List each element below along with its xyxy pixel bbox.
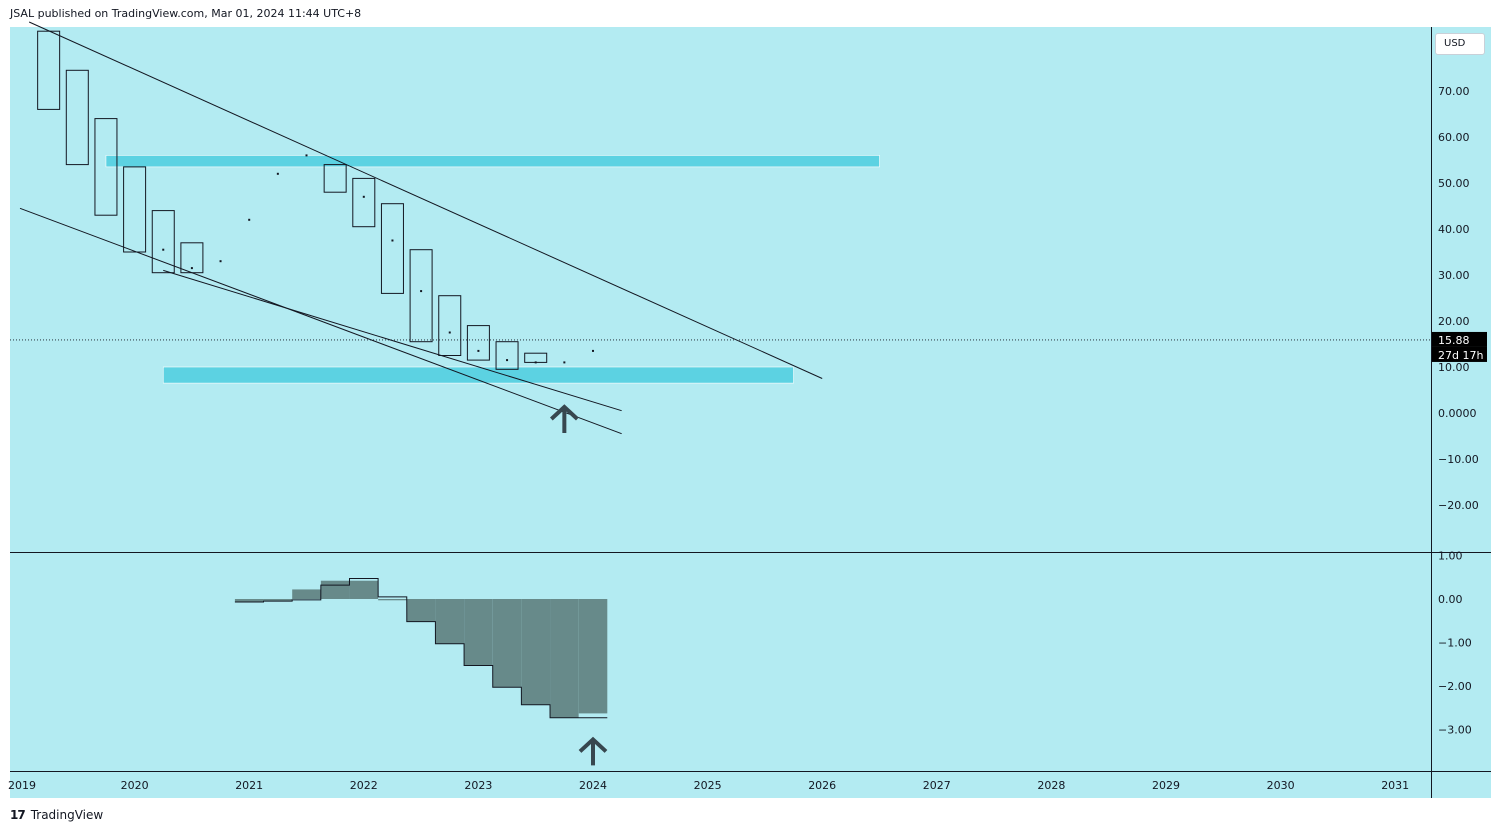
price-tick-label: 20.00 xyxy=(1438,315,1470,328)
time-tick-label: 2019 xyxy=(8,779,36,792)
price-pane-bg xyxy=(10,27,1431,552)
price-dot xyxy=(534,361,537,364)
price-dot xyxy=(391,239,394,242)
oscillator-pane-bg xyxy=(10,553,1431,771)
candle[interactable] xyxy=(123,166,147,253)
osc-tick-label: −1.00 xyxy=(1438,637,1472,650)
axes: 80.0070.0060.0050.0040.0030.0020.0010.00… xyxy=(8,27,1491,798)
time-tick-label: 2023 xyxy=(464,779,492,792)
time-tick-label: 2025 xyxy=(694,779,722,792)
price-dot xyxy=(592,349,594,352)
price-dot xyxy=(477,349,480,352)
price-dot xyxy=(162,248,165,251)
price-dot xyxy=(190,267,193,270)
price-tick-label: −10.00 xyxy=(1438,453,1479,466)
up-arrow-icon xyxy=(549,404,579,433)
trendline[interactable] xyxy=(28,21,823,379)
countdown-label: 27d 17h xyxy=(1438,349,1483,362)
currency-button[interactable]: USD xyxy=(1435,33,1485,55)
candle[interactable] xyxy=(180,242,204,274)
time-tick-label: 2026 xyxy=(808,779,836,792)
time-tick-label: 2031 xyxy=(1381,779,1409,792)
tradingview-branding: 17 TradingView xyxy=(10,808,103,822)
current-price-box xyxy=(1432,331,1487,347)
candle[interactable] xyxy=(352,177,376,228)
candle[interactable] xyxy=(380,203,404,294)
osc-tick-label: −2.00 xyxy=(1438,680,1472,693)
price-tick-label: 30.00 xyxy=(1438,269,1470,282)
price-dot xyxy=(219,260,222,263)
price-tick-label: 10.00 xyxy=(1438,361,1470,374)
publish-info: JSAL published on TradingView.com, Mar 0… xyxy=(10,7,362,20)
support-resistance-zone[interactable] xyxy=(162,366,794,384)
countdown-box xyxy=(1432,346,1487,362)
price-dot xyxy=(276,172,279,175)
histogram-bar[interactable] xyxy=(349,580,379,599)
price-dot xyxy=(362,195,365,198)
time-tick-label: 2021 xyxy=(235,779,263,792)
price-dot xyxy=(248,218,251,221)
tradingview-brand-label: TradingView xyxy=(30,808,104,822)
current-price-label: 15.88 xyxy=(1438,334,1470,347)
price-dot xyxy=(563,361,566,364)
price-dot xyxy=(420,290,423,293)
histogram-bar[interactable] xyxy=(550,599,579,718)
candle[interactable] xyxy=(94,118,118,216)
price-tick-label: 70.00 xyxy=(1438,85,1470,98)
time-tick-label: 2024 xyxy=(579,779,607,792)
histogram-bar[interactable] xyxy=(378,599,407,601)
up-arrow-icon xyxy=(578,736,608,766)
candle[interactable] xyxy=(438,295,462,357)
price-dot xyxy=(305,154,308,157)
candle[interactable] xyxy=(409,249,433,343)
candle[interactable] xyxy=(323,164,347,193)
price-axis-bg xyxy=(1431,27,1491,552)
price-tick-label: 0.0000 xyxy=(1438,407,1477,420)
price-tick-label: 60.00 xyxy=(1438,131,1470,144)
price-dot xyxy=(448,331,451,334)
price-tick-label: 40.00 xyxy=(1438,223,1470,236)
tradingview-logo-icon: 17 xyxy=(10,808,26,822)
osc-tick-label: 0.00 xyxy=(1438,593,1463,606)
candle[interactable] xyxy=(495,341,519,370)
time-tick-label: 2028 xyxy=(1037,779,1065,792)
price-dot xyxy=(506,359,509,362)
histogram-bar[interactable] xyxy=(234,599,264,603)
time-axis-bg xyxy=(10,771,1491,798)
histogram-bar[interactable] xyxy=(435,599,465,644)
support-resistance-zone[interactable] xyxy=(105,155,880,168)
oscillator-pane[interactable] xyxy=(234,578,608,766)
histogram-bar[interactable] xyxy=(492,599,522,688)
candle[interactable] xyxy=(151,210,175,274)
time-tick-label: 2020 xyxy=(121,779,149,792)
histogram-bar[interactable] xyxy=(578,599,608,714)
trendline[interactable] xyxy=(163,269,622,412)
histogram-bar[interactable] xyxy=(263,599,293,601)
price-pane[interactable] xyxy=(10,21,1431,435)
time-tick-label: 2022 xyxy=(350,779,378,792)
histogram-bar[interactable] xyxy=(292,589,321,599)
histogram-bar[interactable] xyxy=(320,580,350,599)
time-tick-label: 2027 xyxy=(923,779,951,792)
price-tick-label: 50.00 xyxy=(1438,177,1470,190)
histogram-bar[interactable] xyxy=(521,599,550,705)
trendline[interactable] xyxy=(19,207,622,435)
histogram-bar[interactable] xyxy=(464,599,493,666)
osc-axis-bg xyxy=(1431,553,1491,771)
candle[interactable] xyxy=(466,325,490,361)
price-tick-label: −20.00 xyxy=(1438,499,1479,512)
signal-step-line xyxy=(234,578,608,719)
time-tick-label: 2029 xyxy=(1152,779,1180,792)
osc-tick-label: 1.00 xyxy=(1438,550,1463,563)
candle[interactable] xyxy=(65,69,89,166)
histogram-bar[interactable] xyxy=(406,599,436,622)
candle[interactable] xyxy=(37,30,61,110)
osc-tick-label: −3.00 xyxy=(1438,724,1472,737)
time-tick-label: 2030 xyxy=(1267,779,1295,792)
